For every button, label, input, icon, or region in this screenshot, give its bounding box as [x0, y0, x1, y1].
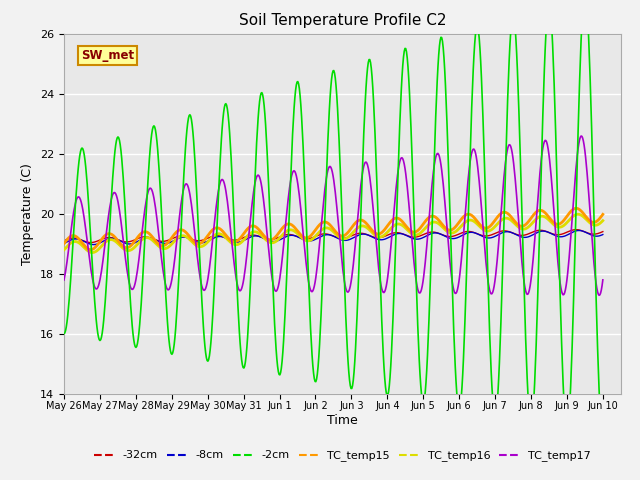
- X-axis label: Time: Time: [327, 414, 358, 427]
- Legend: -32cm, -8cm, -2cm, TC_temp15, TC_temp16, TC_temp17: -32cm, -8cm, -2cm, TC_temp15, TC_temp16,…: [90, 446, 595, 466]
- Title: Soil Temperature Profile C2: Soil Temperature Profile C2: [239, 13, 446, 28]
- Text: SW_met: SW_met: [81, 49, 134, 62]
- Y-axis label: Temperature (C): Temperature (C): [22, 163, 35, 264]
